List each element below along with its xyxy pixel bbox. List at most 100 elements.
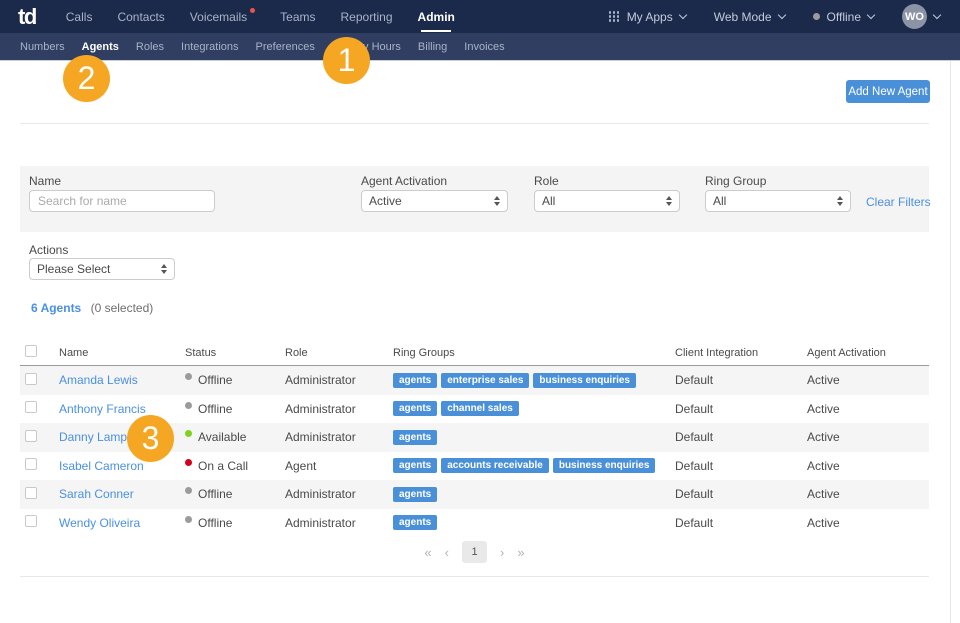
ring-group-tag[interactable]: agents [393,458,437,473]
status-dot-icon [185,516,192,523]
name-search-input[interactable] [29,190,215,212]
agent-name-cell: Wendy Oliveira [59,516,185,530]
topnav-item-admin[interactable]: Admin [418,0,455,33]
subnav-item-agents[interactable]: Agents [82,41,119,53]
my-apps-label: My Apps [627,10,673,24]
agents-count-link[interactable]: 6 Agents [31,301,81,315]
agent-status-cell: On a Call [185,459,285,473]
status-label: Offline [198,373,232,387]
web-mode-menu[interactable]: Web Mode [714,10,785,24]
agent-activation-cell: Active [807,373,929,387]
prev-page-button[interactable]: ‹ [445,545,449,560]
agent-activation-cell: Active [807,516,929,530]
actions-label: Actions [29,243,68,257]
chevron-down-icon [777,10,785,18]
clear-filters-link[interactable]: Clear Filters [866,195,931,209]
topnav-item-label: Admin [418,10,455,24]
agent-status-cell: Offline [185,487,285,501]
select-stepper-icon [161,264,167,274]
ring-group-tag[interactable]: agents [393,515,437,530]
ring-groups-cell: agents accounts receivable business enquir… [393,458,675,473]
user-menu[interactable]: WO [902,4,940,29]
topnav-item-reporting[interactable]: Reporting [341,0,393,33]
select-stepper-icon [494,196,500,206]
row-checkbox[interactable] [25,487,37,499]
table-row: Amanda Lewis Offline Administratoragents en… [20,366,929,395]
ring-groups-cell: agents [393,515,675,530]
app-logo[interactable]: td [18,6,36,28]
row-checkbox[interactable] [25,430,37,442]
ring-group-tag[interactable]: business enquiries [533,373,636,388]
agent-status-cell: Offline [185,402,285,416]
subnav-item-numbers[interactable]: Numbers [20,41,65,53]
activation-filter-label: Agent Activation [361,174,447,188]
topnav-item-voicemails[interactable]: Voicemails [190,0,255,33]
apps-grid-icon [609,11,620,22]
role-filter-select[interactable]: All [534,190,680,212]
my-apps-menu[interactable]: My Apps [609,10,686,24]
column-header-client-integration: Client Integration [675,347,807,359]
divider [20,123,929,124]
agent-name-cell: Anthony Francis [59,402,185,416]
agent-activation-cell: Active [807,487,929,501]
client-integration-cell: Default [675,516,807,530]
subnav-item-integrations[interactable]: Integrations [181,41,238,53]
agent-name-link[interactable]: Isabel Cameron [59,459,144,473]
ring-groups-cell: agents [393,487,675,502]
agent-name-link[interactable]: Sarah Conner [59,487,134,501]
ring-group-tag[interactable]: agents [393,487,437,502]
agent-role-cell: Administrator [285,516,393,530]
current-page-button[interactable]: 1 [462,541,487,563]
next-page-button[interactable]: › [500,545,504,560]
ring-group-tag[interactable]: agents [393,373,437,388]
ring-group-tag[interactable]: enterprise sales [441,373,529,388]
ring-group-tag[interactable]: accounts receivable [441,458,549,473]
row-checkbox-cell [20,373,59,388]
ring-groups-cell: agents channel sales [393,401,675,416]
chevron-down-icon [678,10,686,18]
topnav-items: Calls Contacts Voicemails Teams Reporting Adm… [66,0,455,33]
topnav-item-teams[interactable]: Teams [280,0,315,33]
subnav-item-billing[interactable]: Billing [418,41,447,53]
ring-group-tag[interactable]: agents [393,401,437,416]
agent-role-cell: Administrator [285,487,393,501]
row-checkbox[interactable] [25,401,37,413]
topnav-item-contacts[interactable]: Contacts [117,0,164,33]
add-new-agent-button[interactable]: Add New Agent [846,80,930,103]
agent-status-cell: Available [185,430,285,444]
agent-name-cell: Isabel Cameron [59,459,185,473]
agent-activation-cell: Active [807,402,929,416]
agent-name-cell: Sarah Conner [59,487,185,501]
row-checkbox[interactable] [25,458,37,470]
client-integration-cell: Default [675,373,807,387]
actions-select[interactable]: Please Select [29,258,175,280]
topnav-item-calls[interactable]: Calls [66,0,93,33]
last-page-button[interactable]: » [517,545,524,560]
topnav-item-label: Teams [280,10,315,24]
select-all-checkbox[interactable] [25,345,37,357]
row-checkbox[interactable] [25,515,37,527]
subnav-item-preferences[interactable]: Preferences [256,41,315,53]
subnav-item-invoices[interactable]: Invoices [464,41,504,53]
agent-role-cell: Administrator [285,373,393,387]
row-checkbox[interactable] [25,373,37,385]
agent-name-link[interactable]: Wendy Oliveira [59,516,140,530]
topnav-item-label: Voicemails [190,10,247,24]
status-label: Offline [198,487,232,501]
presence-status-dot [813,13,820,20]
presence-menu[interactable]: Offline [813,10,874,24]
agent-name-link[interactable]: Amanda Lewis [59,373,138,387]
first-page-button[interactable]: « [424,545,431,560]
scrollbar-track[interactable] [950,60,951,623]
pagination: « ‹ 1 › » [20,541,929,563]
ring-group-tag[interactable]: channel sales [441,401,519,416]
client-integration-cell: Default [675,459,807,473]
ring-group-tag[interactable]: business enquiries [553,458,656,473]
avatar: WO [902,4,927,29]
subnav-item-roles[interactable]: Roles [136,41,164,53]
ring-group-tag[interactable]: agents [393,430,437,445]
ring-group-filter-select[interactable]: All [705,190,851,212]
select-stepper-icon [666,196,672,206]
agent-name-link[interactable]: Anthony Francis [59,402,146,416]
activation-filter-select[interactable]: Active [361,190,508,212]
